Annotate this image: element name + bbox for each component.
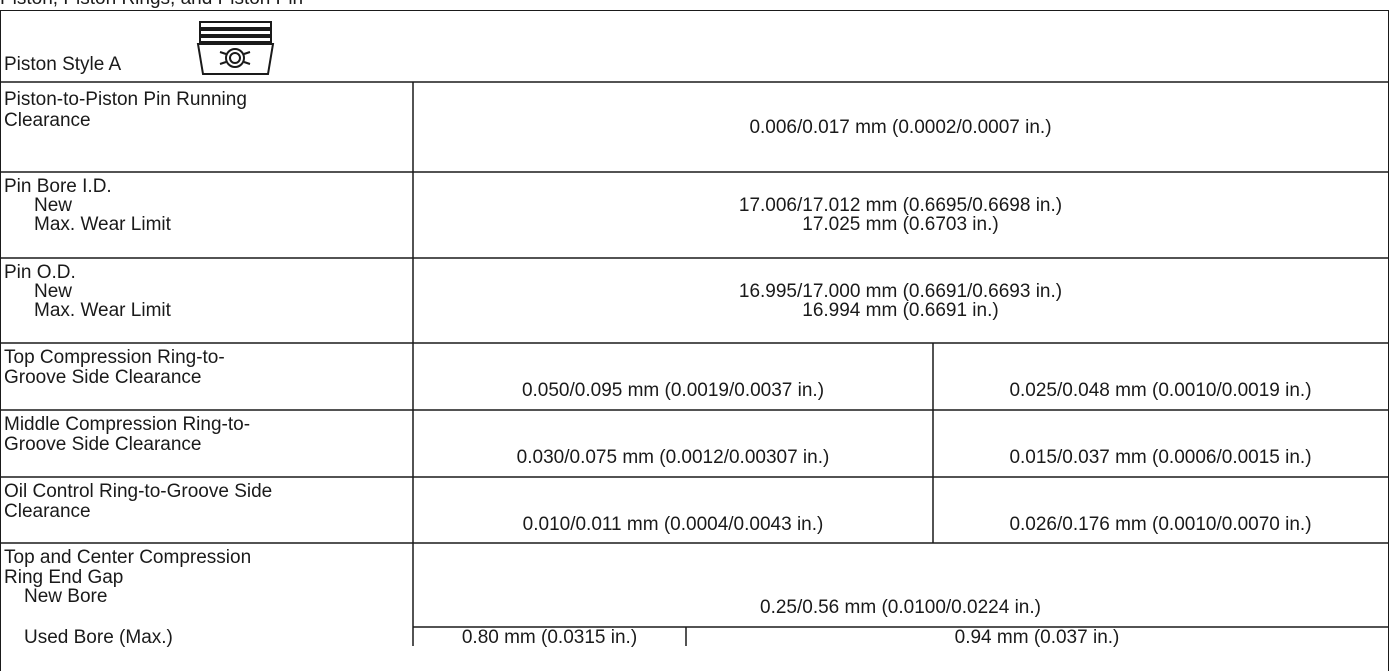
row-label: Top and Center Compression (4, 547, 252, 568)
spec-table (0, 10, 1389, 671)
row-label: Pin O.D. (4, 262, 76, 283)
row-sublabel: Max. Wear Limit (34, 300, 171, 321)
spec-value-b: 0.026/0.176 mm (0.0010/0.0070 in.) (1009, 514, 1312, 535)
row-label: Middle Compression Ring-to- (4, 414, 251, 435)
spec-value-a: 0.010/0.011 mm (0.0004/0.0043 in.) (522, 514, 824, 535)
spec-value: 16.995/17.000 mm (0.6691/0.6693 in.) (738, 281, 1063, 302)
spec-value: 0.006/0.017 mm (0.0002/0.0007 in.) (749, 117, 1052, 138)
row-label: Ring End Gap (4, 567, 124, 588)
spec-value-a: 0.030/0.075 mm (0.0012/0.00307 in.) (516, 447, 830, 468)
row-label: Clearance (4, 501, 91, 522)
piston-icon (196, 21, 275, 75)
page-title: Piston, Piston Rings, and Piston Pin (0, 0, 303, 10)
row-label: Groove Side Clearance (4, 434, 202, 455)
row-label: Top Compression Ring-to- (4, 347, 225, 368)
row-label: Piston-to-Piston Pin Running (4, 89, 247, 110)
spec-value: 17.006/17.012 mm (0.6695/0.6698 in.) (738, 195, 1063, 216)
row-label: Pin Bore I.D. (4, 176, 112, 197)
row-label: Groove Side Clearance (4, 367, 202, 388)
spec-value-a: 0.050/0.095 mm (0.0019/0.0037 in.) (521, 380, 825, 401)
row-sublabel: New (34, 195, 73, 216)
row-sublabel: New Bore (24, 586, 108, 607)
spec-value-b: 0.025/0.048 mm (0.0010/0.0019 in.) (1009, 380, 1312, 401)
spec-value-a: 0.80 mm (0.0315 in.) (461, 627, 638, 648)
row-sublabel: New (34, 281, 73, 302)
row-label: Clearance (4, 110, 91, 131)
row-sublabel: Used Bore (Max.) (24, 627, 173, 648)
row-label: Oil Control Ring-to-Groove Side (4, 481, 273, 502)
spec-value-b: 0.94 mm (0.037 in.) (954, 627, 1120, 648)
spec-value-b: 0.015/0.037 mm (0.0006/0.0015 in.) (1009, 447, 1312, 468)
spec-value: 17.025 mm (0.6703 in.) (802, 214, 999, 235)
spec-value: 0.25/0.56 mm (0.0100/0.0224 in.) (760, 597, 1041, 618)
row-sublabel: Max. Wear Limit (34, 214, 171, 235)
spec-value: 16.994 mm (0.6691 in.) (802, 300, 999, 321)
piston-style-label: Piston Style A (4, 54, 122, 75)
